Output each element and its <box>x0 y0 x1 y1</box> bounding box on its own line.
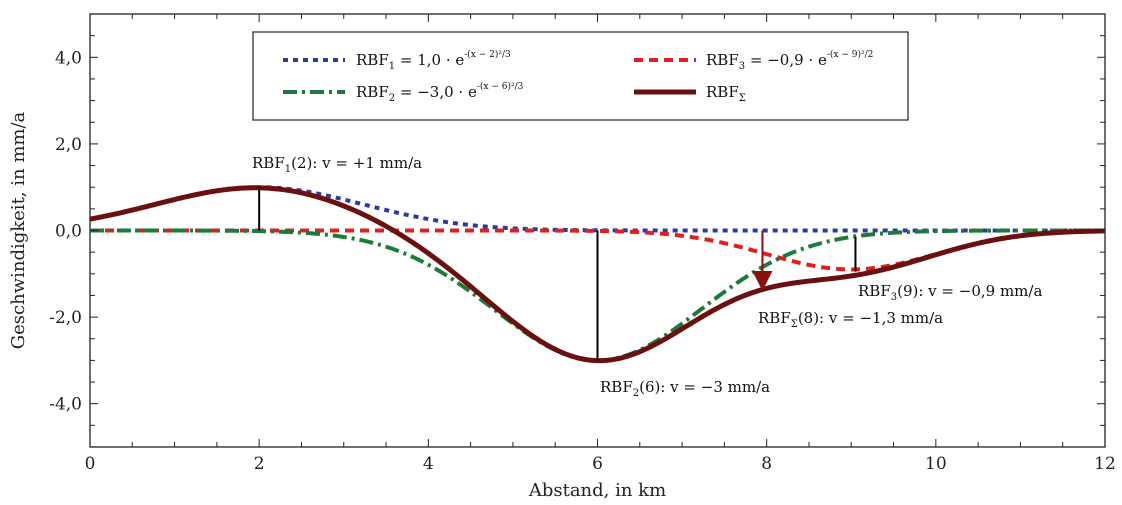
x-tick-label: 6 <box>592 454 603 474</box>
annotation-layer: RBF1(2): v = +1 mm/a RBF2(6): v = −3 mm/a… <box>252 154 1042 399</box>
y-tick-label: 4,0 <box>55 48 82 68</box>
y-tick-label: 0,0 <box>55 222 82 242</box>
y-tick-label: 2,0 <box>55 135 82 155</box>
x-tick-label: 12 <box>1094 454 1116 474</box>
x-tick-label: 8 <box>761 454 772 474</box>
annotation-label: RBF2(6): v = −3 mm/a <box>600 378 770 399</box>
annotation-label: RBF3(9): v = −0,9 mm/a <box>858 282 1042 303</box>
axes: 0 2 4 6 8 10 12 4,0 2,0 0,0 -2,0 -4,0 Abstand, in km… <box>8 13 1116 501</box>
annotation-label: RBFΣ(8): v = −1,3 mm/a <box>758 309 943 330</box>
annotation-label: RBF1(2): v = +1 mm/a <box>252 154 422 175</box>
x-tick-label: 10 <box>925 454 947 474</box>
x-tick-label: 0 <box>85 454 96 474</box>
series-line-1 <box>89 185 1105 233</box>
legend-label: RBFΣ <box>706 83 746 104</box>
x-tick-label: 4 <box>423 454 434 474</box>
legend-label: RBF2 = −3,0 · e-(x − 6)²/3 <box>356 81 524 104</box>
legend: RBF1 = 1,0 · e-(x − 2)²/3 RBF2 = −3,0 · e… <box>252 31 909 121</box>
x-tick-label: 2 <box>254 454 265 474</box>
y-tick-label: -4,0 <box>49 395 82 415</box>
y-tick-label: -2,0 <box>49 308 82 328</box>
x-axis-title: Abstand, in km <box>528 480 666 501</box>
legend-box <box>252 31 909 121</box>
y-axis-title: Geschwindigkeit, in mm/a <box>8 111 29 349</box>
legend-label: RBF1 = 1,0 · e-(x − 2)²/3 <box>356 49 511 72</box>
legend-label: RBF3 = −0,9 · e-(x − 9)²/2 <box>706 49 873 72</box>
